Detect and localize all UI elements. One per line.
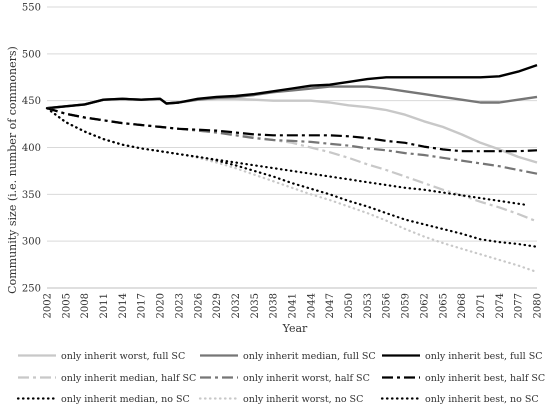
series-line — [46, 107, 538, 223]
x-tick-label: 2008 — [80, 293, 91, 318]
x-tick-label: 2035 — [250, 293, 261, 318]
x-tick-label: 2005 — [61, 293, 72, 318]
legend-label: only inherit best, no SC — [425, 394, 539, 405]
x-tick-label: 2017 — [137, 293, 148, 318]
x-tick-label: 2029 — [212, 293, 223, 318]
series-line — [46, 97, 538, 164]
x-tick-label: 2050 — [344, 293, 355, 318]
y-tick-label: 250 — [22, 284, 41, 295]
series-line — [45, 107, 539, 274]
series-line — [46, 63, 538, 110]
x-tick-label: 2071 — [476, 293, 487, 318]
y-axis-title: Community size (i.e. number of commoners… — [6, 46, 19, 294]
x-tick-label: 2020 — [156, 293, 167, 318]
x-tick-label: 2056 — [382, 293, 393, 318]
legend-label: only inherit median, no SC — [61, 394, 190, 405]
series-line — [45, 107, 526, 206]
x-tick-label: 2023 — [174, 293, 185, 318]
series-line — [45, 107, 539, 248]
series-line — [46, 85, 538, 110]
y-tick-label: 550 — [22, 3, 41, 14]
y-axis-tick-labels: 250 300 350 400 450 500 550 — [22, 3, 41, 295]
x-tick-label: 2074 — [495, 293, 506, 318]
legend-label: only inherit median, full SC — [243, 351, 376, 362]
x-tick-label: 2038 — [269, 293, 280, 318]
x-tick-label: 2059 — [401, 293, 412, 318]
x-tick-label: 2041 — [288, 293, 299, 318]
x-tick-label: 2080 — [533, 293, 544, 318]
y-tick-label: 400 — [22, 143, 41, 154]
y-tick-label: 300 — [22, 237, 41, 248]
series-line — [46, 107, 538, 175]
legend-label: only inherit worst, half SC — [243, 373, 370, 384]
legend-label: only inherit best, full SC — [425, 351, 543, 362]
x-tick-label: 2002 — [43, 293, 54, 318]
series-line — [46, 107, 538, 153]
legend-label: only inherit worst, full SC — [61, 351, 185, 362]
x-tick-label: 2047 — [325, 293, 336, 318]
gridlines — [47, 6, 537, 242]
x-tick-label: 2077 — [514, 293, 525, 318]
legend-label: only inherit best, half SC — [425, 373, 545, 384]
y-tick-label: 500 — [22, 49, 41, 60]
x-tick-label: 2068 — [457, 293, 468, 318]
x-axis-tick-labels: 2002 2005 2008 2011 2014 2017 2020 2023 2026 2029… — [43, 293, 544, 318]
x-tick-label: 2026 — [193, 293, 204, 318]
x-axis-title: Year — [282, 322, 308, 335]
y-tick-label: 450 — [22, 96, 41, 107]
x-tick-label: 2014 — [118, 293, 129, 318]
legend-label: only inherit worst, no SC — [243, 394, 363, 405]
y-tick-label: 350 — [22, 190, 41, 201]
x-tick-label: 2044 — [306, 293, 317, 318]
x-tick-label: 2011 — [99, 293, 110, 318]
legend-label: only inherit median, half SC — [61, 373, 196, 384]
legend: only inherit worst, full SC only inherit … — [16, 351, 545, 405]
x-tick-label: 2065 — [438, 293, 449, 318]
data-series — [45, 63, 539, 274]
x-tick-label: 2032 — [231, 293, 242, 318]
x-tick-label: 2062 — [419, 293, 430, 318]
x-tick-label: 2053 — [363, 293, 374, 318]
